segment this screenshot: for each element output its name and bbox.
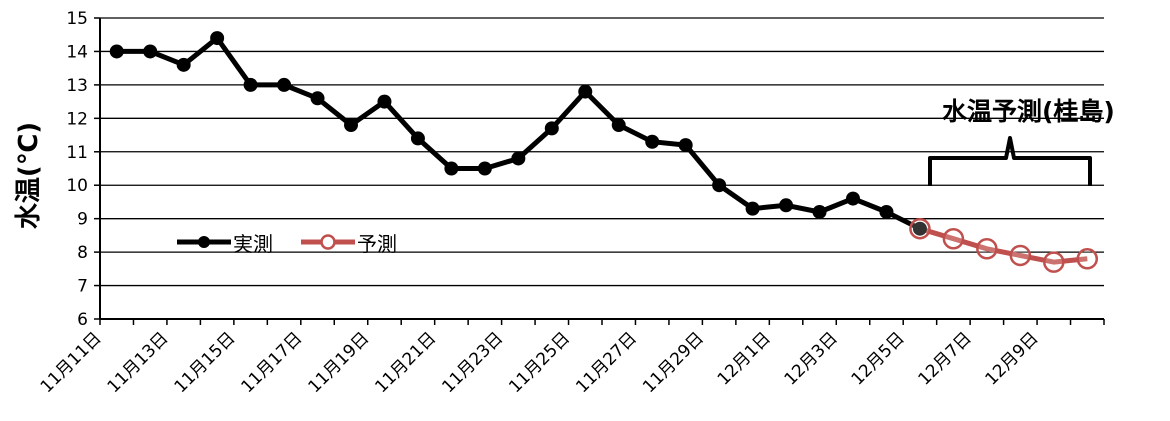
forecast-point (909, 217, 931, 240)
observed-point (846, 191, 860, 206)
x-tick-label: 11月19日 (304, 328, 373, 397)
observed-point (879, 204, 894, 219)
observed-point (511, 151, 526, 166)
y-tick-label: 10 (66, 176, 88, 196)
x-tick-label: 12月7日 (915, 328, 976, 389)
x-tick-label: 11月27日 (572, 328, 641, 397)
x-tick-label: 11月29日 (639, 328, 708, 397)
observed-point (544, 121, 559, 136)
y-axis-label: 水温(℃) (14, 121, 45, 229)
y-tick-label: 6 (77, 310, 88, 330)
observed-point (611, 118, 626, 133)
observed-point (477, 161, 492, 176)
x-tick-label: 11月17日 (238, 328, 307, 397)
y-tick-label: 9 (77, 210, 88, 230)
x-tick-label: 12月5日 (848, 328, 909, 389)
y-axis-label-box: 水温(℃) (2, 100, 52, 250)
observed-point (176, 57, 191, 72)
x-tick-label: 11月25日 (505, 328, 574, 397)
observed-point (645, 134, 660, 149)
legend-swatch-forecast (301, 234, 355, 250)
observed-point (243, 77, 258, 92)
y-tick-label: 15 (66, 9, 88, 29)
x-tick-label: 11月23日 (438, 328, 507, 397)
observed-point (277, 77, 292, 92)
forecast-bracket (928, 136, 1092, 186)
observed-line (116, 35, 922, 231)
x-tick-label: 12月9日 (981, 328, 1042, 389)
observed-point (109, 44, 124, 59)
x-tick-label: 12月3日 (781, 328, 842, 389)
forecast-annotation: 水温予測(桂島) (942, 97, 1115, 126)
y-tick-label: 11 (66, 143, 88, 163)
legend-label-forecast: 予測 (357, 231, 397, 256)
x-tick-label: 12月1日 (714, 328, 775, 389)
observed-point (344, 118, 358, 133)
observed-point (210, 31, 225, 46)
y-tick-label: 14 (66, 42, 88, 62)
forecast-line (919, 226, 1088, 265)
x-tick-label: 11月13日 (104, 328, 173, 397)
legend-swatch-observed (177, 236, 231, 248)
y-tick-label: 7 (77, 277, 88, 297)
forecast-point (942, 227, 965, 250)
x-tick-label: 11月15日 (171, 328, 240, 397)
observed-point (745, 201, 760, 216)
observed-point (377, 94, 392, 109)
observed-point (143, 44, 158, 59)
forecast-point (1076, 248, 1099, 270)
x-tick-label: 11月11日 (37, 328, 106, 397)
y-tick-label: 8 (77, 243, 88, 263)
observed-point (310, 91, 325, 106)
observed-point (812, 204, 827, 219)
observed-point (912, 221, 927, 236)
observed-point (678, 138, 693, 153)
forecast-point (1009, 244, 1032, 267)
observed-point (578, 84, 593, 99)
observed-point (444, 161, 459, 176)
legend-item-forecast: 予測 (299, 228, 397, 257)
observed-point (712, 178, 727, 193)
y-tick-label: 13 (66, 76, 88, 96)
legend: 実測 予測 (175, 228, 423, 256)
forecast-point (976, 238, 998, 260)
observed-point (779, 198, 794, 213)
y-tick-label: 12 (66, 109, 88, 129)
observed-point (410, 131, 425, 146)
x-tick-label: 11月21日 (371, 328, 440, 397)
forecast-point (1043, 251, 1065, 273)
legend-label-observed: 実測 (233, 231, 273, 256)
legend-item-observed: 実測 (175, 228, 273, 257)
